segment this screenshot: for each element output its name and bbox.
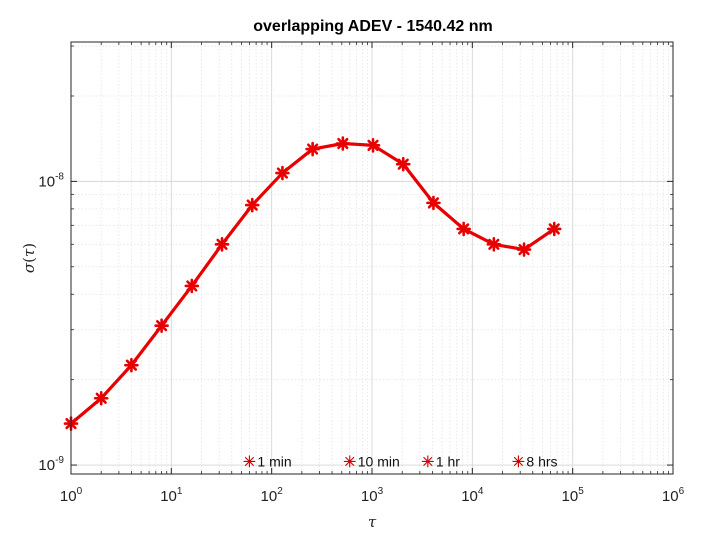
data-point-marker <box>93 390 109 406</box>
x-tick-label: 106 <box>662 486 685 505</box>
time-marker-icon <box>421 455 434 468</box>
x-tick-label: 103 <box>361 486 384 505</box>
data-point-marker <box>426 195 441 211</box>
data-point-marker <box>244 197 260 213</box>
y-axis-label: σ(τ) <box>20 243 38 273</box>
y-axis-label-part: τ <box>20 248 38 257</box>
y-tick-exponent: -9 <box>55 455 64 466</box>
data-point-marker <box>516 242 532 257</box>
data-point-marker <box>365 138 381 153</box>
y-tick-label: 10-9 <box>38 455 64 474</box>
x-tick-exponent: 2 <box>277 486 283 497</box>
data-point-marker <box>124 357 139 373</box>
data-point-marker <box>305 141 320 157</box>
plot-area: 1 min 10 min 1 hr 8 hrs <box>63 41 674 475</box>
x-tick-base: 10 <box>562 488 579 505</box>
x-tick-base: 10 <box>60 488 77 505</box>
x-axis-label: τ <box>368 513 377 531</box>
x-tick-base: 10 <box>160 488 177 505</box>
y-axis-label-part: σ <box>20 262 38 273</box>
y-tick-labels: 10-910-8 <box>38 171 64 474</box>
axis-tick-marks <box>70 42 674 474</box>
annotations: 1 min 10 min 1 hr 8 hrs <box>243 453 558 469</box>
time-marker-label: 8 hrs <box>526 453 557 469</box>
chart-title: overlapping ADEV - 1540.42 nm <box>253 18 492 35</box>
data-point-marker <box>395 156 411 172</box>
data-point-marker <box>154 318 169 333</box>
x-tick-label: 101 <box>160 486 183 505</box>
x-tick-label: 104 <box>461 486 484 505</box>
x-tick-exponent: 5 <box>578 486 584 497</box>
data-point-marker <box>486 237 502 252</box>
x-tick-exponent: 1 <box>177 486 183 497</box>
time-marker-icon <box>243 455 256 468</box>
y-tick-exponent: -8 <box>55 171 64 182</box>
time-marker-label: 10 min <box>358 453 400 469</box>
y-tick-base: 10 <box>38 173 55 190</box>
data-point-marker <box>214 237 230 252</box>
x-tick-labels: 100 101 102 103 104 105 106 <box>60 486 685 505</box>
time-marker-label: 1 hr <box>436 453 460 469</box>
y-axis-label-part: ( <box>20 257 38 263</box>
x-tick-exponent: 0 <box>77 486 83 497</box>
x-tick-label: 100 <box>60 486 83 505</box>
y-axis-label-part: ) <box>20 243 38 249</box>
x-tick-exponent: 6 <box>679 486 685 497</box>
x-tick-exponent: 3 <box>378 486 384 497</box>
x-tick-base: 10 <box>261 488 278 505</box>
data-point-marker <box>275 165 290 181</box>
x-tick-label: 105 <box>562 486 585 505</box>
x-tick-base: 10 <box>461 488 478 505</box>
series-markers <box>63 136 562 431</box>
y-tick-label: 10-8 <box>38 171 64 190</box>
x-tick-label: 102 <box>261 486 284 505</box>
time-marker-label: 1 min <box>257 453 291 469</box>
time-marker-icon <box>512 455 525 468</box>
data-point-marker <box>546 221 562 237</box>
x-tick-base: 10 <box>662 488 679 505</box>
data-point-marker <box>456 221 471 237</box>
y-tick-base: 10 <box>38 457 55 474</box>
time-marker-icon <box>343 455 356 468</box>
x-tick-exponent: 4 <box>478 486 484 497</box>
data-point-marker <box>335 136 351 151</box>
x-tick-base: 10 <box>361 488 378 505</box>
data-point-marker <box>184 278 200 294</box>
